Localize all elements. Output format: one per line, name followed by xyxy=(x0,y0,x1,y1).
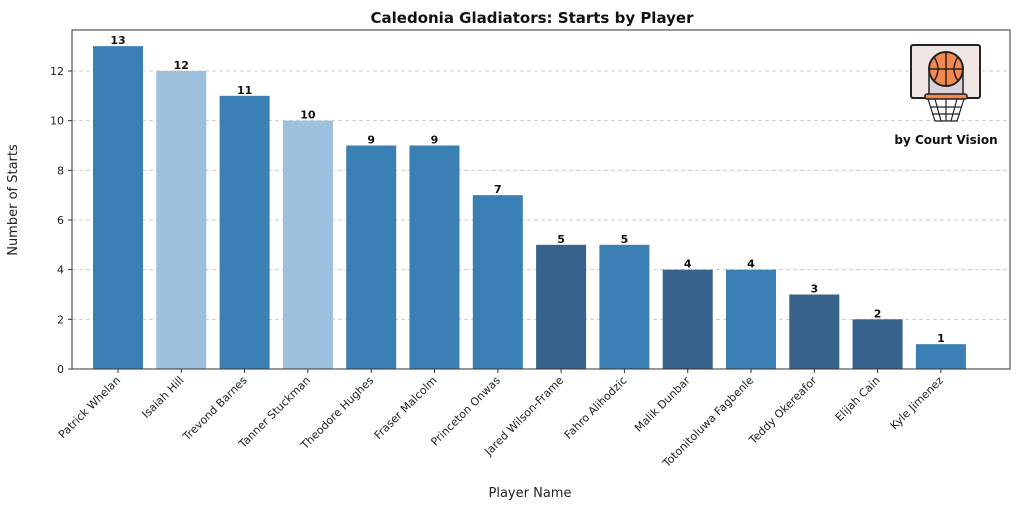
data-label: 2 xyxy=(874,307,882,320)
x-tick-label: Isaiah Hill xyxy=(139,374,186,421)
plot-frame xyxy=(71,29,1011,370)
y-tick-label: 0 xyxy=(57,363,64,376)
y-axis-label: Number of Starts xyxy=(6,144,21,256)
bar xyxy=(852,319,903,369)
bar xyxy=(662,269,713,369)
x-tick-label: Elijah Cain xyxy=(833,374,883,424)
bar xyxy=(536,244,587,369)
x-tick-label: Fahro Alihodzic xyxy=(562,374,630,442)
bar xyxy=(472,195,523,369)
bar xyxy=(726,269,776,369)
data-label: 5 xyxy=(557,233,565,246)
x-tick-label: Malik Dunbar xyxy=(632,374,693,435)
y-tick-label: 4 xyxy=(57,264,64,277)
bar xyxy=(219,95,270,370)
x-tick-label: Princeton Onwas xyxy=(428,374,503,449)
x-tick-label: Patrick Whelan xyxy=(56,374,123,441)
y-tick-label: 8 xyxy=(57,164,64,177)
data-label: 5 xyxy=(621,233,629,246)
data-label: 12 xyxy=(174,59,189,72)
data-label: 1 xyxy=(937,332,945,345)
bar xyxy=(915,344,966,369)
data-label: 9 xyxy=(431,133,439,146)
x-tick-label: Kyle Jimenez xyxy=(888,374,947,433)
x-tick-label: Fraser Malcolm xyxy=(372,374,440,442)
data-label: 7 xyxy=(494,183,502,196)
chart-title: Caledonia Gladiators: Starts by Player xyxy=(371,9,695,27)
y-tick-label: 12 xyxy=(50,65,64,78)
bar xyxy=(409,145,460,369)
data-label: 4 xyxy=(747,258,755,271)
y-tick-label: 2 xyxy=(57,313,64,326)
bar xyxy=(346,145,397,369)
bar xyxy=(156,70,207,369)
data-label: 10 xyxy=(300,109,316,122)
bar xyxy=(599,244,650,369)
bar xyxy=(282,120,333,370)
data-label: 9 xyxy=(367,133,375,146)
x-tick-label: Trevond Barnes xyxy=(180,374,250,444)
y-tick-label: 10 xyxy=(50,115,64,128)
bar xyxy=(93,46,143,370)
bar xyxy=(789,294,840,369)
x-tick-label: Teddy Okereafor xyxy=(746,374,820,448)
data-label: 4 xyxy=(684,258,692,271)
data-label: 3 xyxy=(810,282,818,295)
logo-credit: by Court Vision xyxy=(894,133,997,147)
y-tick-label: 6 xyxy=(57,214,64,227)
data-label: 11 xyxy=(237,84,252,97)
basketball-hoop-icon xyxy=(910,44,981,122)
x-axis-label: Player Name xyxy=(489,486,572,501)
data-label: 13 xyxy=(110,34,125,47)
